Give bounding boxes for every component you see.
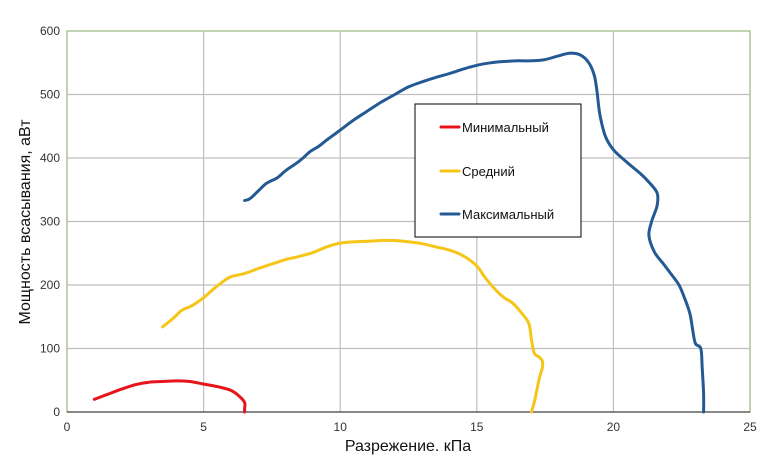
- x-axis-title: Разрежение. кПа: [345, 438, 471, 455]
- x-tick-labels: 0 5 10 15 20 25: [64, 420, 757, 434]
- legend-label-3: Максимальный: [462, 207, 554, 222]
- legend-label-2: Средний: [462, 164, 515, 179]
- series-line-3: [243, 51, 706, 414]
- y-tick-labels: 0 100 200 300 400 500 600: [40, 24, 60, 419]
- y-tick-label: 0: [53, 405, 60, 419]
- y-tick-label: 300: [40, 215, 60, 229]
- legend-label-1: Минимальный: [462, 120, 549, 135]
- series-line-2: [161, 238, 545, 414]
- series-line-1: [92, 379, 247, 414]
- x-tick-label: 20: [607, 420, 621, 434]
- y-tick-label: 400: [40, 151, 60, 165]
- legend: Минимальный Средний Максимальный: [414, 103, 582, 238]
- y-tick-label: 100: [40, 342, 60, 356]
- x-tick-label: 25: [743, 420, 757, 434]
- legend-items: Минимальный Средний Максимальный: [439, 120, 554, 222]
- y-tick-label: 200: [40, 278, 60, 292]
- x-tick-label: 15: [470, 420, 484, 434]
- series-lines: [92, 51, 706, 414]
- x-tick-label: 0: [64, 420, 71, 434]
- y-tick-label: 500: [40, 88, 60, 102]
- y-axis-title: Мощность всасывания, аВт: [17, 119, 34, 325]
- y-tick-label: 600: [40, 24, 60, 38]
- gridlines: [67, 31, 750, 413]
- x-tick-label: 5: [200, 420, 207, 434]
- x-tick-label: 10: [334, 420, 348, 434]
